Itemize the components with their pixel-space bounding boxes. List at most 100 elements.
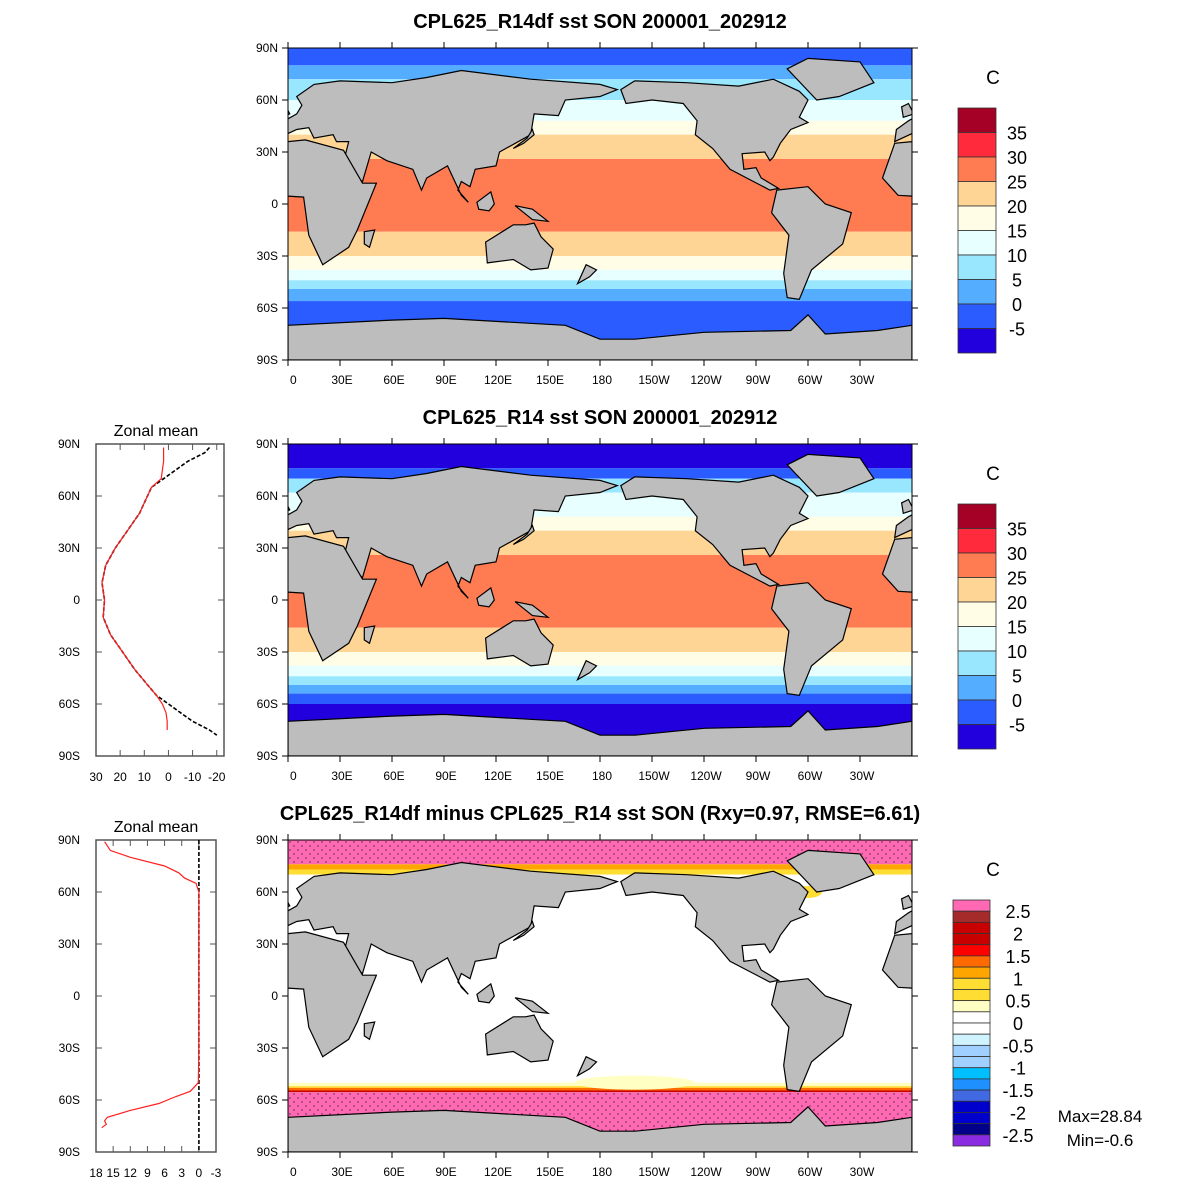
lat-label: 90S xyxy=(59,749,80,763)
zonal-mean-title-1: Zonal mean xyxy=(114,423,199,440)
lat-label: 90N xyxy=(256,41,278,55)
land-greenland xyxy=(163,58,250,100)
value-label: 15 xyxy=(106,1166,120,1180)
colorbar-label: -2.5 xyxy=(1002,1126,1033,1146)
zonal-series-CPL625_R14df xyxy=(101,447,168,730)
lat-label: 60N xyxy=(256,489,278,503)
lon-label: 90E xyxy=(435,373,456,387)
land-madagascar xyxy=(363,229,376,249)
lon-label: 0 xyxy=(290,769,297,783)
land-namerica xyxy=(620,474,810,587)
lon-label: 120W xyxy=(690,373,722,387)
colorbar-label: 0 xyxy=(1012,295,1022,315)
lon-label: 30E xyxy=(331,1165,352,1179)
panel-3-units: C xyxy=(986,860,1000,881)
land-uk xyxy=(900,102,912,119)
colorbar-box xyxy=(952,944,991,957)
panel-3-title: CPL625_R14df minus CPL625_R14 sst SON (R… xyxy=(280,803,920,825)
land-antarctica xyxy=(288,314,912,360)
value-label: 0 xyxy=(165,770,172,784)
lon-label: 60E xyxy=(383,769,404,783)
land-namerica xyxy=(0,79,184,190)
lon-label: 90W xyxy=(746,1165,771,1179)
land-antarctica xyxy=(288,720,289,756)
colorbar-box xyxy=(952,1022,991,1035)
colorbar-box xyxy=(957,156,997,182)
colorbar-label: -1 xyxy=(1010,1059,1026,1079)
colorbar-box xyxy=(957,132,997,158)
land-samerica xyxy=(770,978,853,1092)
land-africa xyxy=(881,932,912,989)
land-africa xyxy=(881,140,912,197)
value-label: 30 xyxy=(89,770,103,784)
lat-label: 60N xyxy=(58,489,80,503)
colorbar-label: 20 xyxy=(1007,593,1027,613)
colorbar-label: -1.5 xyxy=(1002,1081,1033,1101)
colorbar-box xyxy=(952,966,991,979)
lat-label: 30N xyxy=(256,541,278,555)
panel-1-units: C xyxy=(986,68,1000,89)
colorbar-box xyxy=(952,910,991,923)
lon-label: 30W xyxy=(850,769,875,783)
lon-label: 90W xyxy=(746,373,771,387)
sst-contour-band xyxy=(288,1087,912,1091)
lon-label: 180 xyxy=(592,769,612,783)
lat-label: 30S xyxy=(257,645,278,659)
colorbar-box xyxy=(957,528,997,554)
lon-label: 90E xyxy=(435,1165,456,1179)
colorbar-box xyxy=(957,107,997,133)
land-uk xyxy=(900,894,912,911)
colorbar-box xyxy=(957,626,997,652)
lon-label: 150W xyxy=(638,373,670,387)
land-nz xyxy=(576,659,598,682)
zonal-mean-title-2: Zonal mean xyxy=(114,819,199,836)
lat-label: 0 xyxy=(271,593,278,607)
lat-label: 60N xyxy=(58,885,80,899)
value-label: 20 xyxy=(113,770,127,784)
colorbar-label: 5 xyxy=(1012,271,1022,291)
map-panel-1: 90N 60N 30N 0 30S 60S 90S 0 30E 60E 90E 120E 150E 180… xyxy=(0,41,1027,387)
zonal-series-CPL625_R14 xyxy=(101,446,218,736)
land-newguinea xyxy=(514,997,551,1015)
lon-label: 30W xyxy=(850,1165,875,1179)
panel-2-title: CPL625_R14 sst SON 200001_202912 xyxy=(423,407,778,429)
colorbar-label: -5 xyxy=(1009,716,1025,736)
lat-label: 30N xyxy=(58,937,80,951)
value-label: 0 xyxy=(196,1166,203,1180)
colorbar-label: 1 xyxy=(1013,969,1023,989)
colorbar-box xyxy=(957,254,997,280)
land-africa xyxy=(881,536,912,593)
sst-contour-band xyxy=(288,693,912,704)
zonal-mean-plot-1: 90N 60N 30N 0 30S 60S 90S 30 20 10 0 -10 -20 xyxy=(58,437,226,784)
lon-label: 60E xyxy=(383,373,404,387)
lat-label: 0 xyxy=(271,989,278,1003)
map-panel-2: 90N 60N 30N 0 30S 60S 90S 0 30E 60E 90E 120E 150E 180… xyxy=(256,437,1118,783)
colorbar-3: 2.5 21.51 0.50-0.5 -1-1.5-2 -2.5 xyxy=(952,899,1034,1147)
land-australia xyxy=(1110,1015,1178,1062)
lon-label: 30E xyxy=(331,373,352,387)
panel-2-units: C xyxy=(986,464,1000,485)
min-stat: Min=-0.6 xyxy=(1067,1131,1134,1150)
land-greenland xyxy=(786,57,875,101)
lat-label: 90S xyxy=(257,353,278,367)
colorbar-box xyxy=(957,577,997,603)
land-samerica xyxy=(770,186,853,300)
land-greenland xyxy=(786,453,875,497)
colorbar-box xyxy=(957,503,997,529)
lat-label: 60N xyxy=(256,93,278,107)
colorbar-label: -5 xyxy=(1009,320,1025,340)
lat-label: 30N xyxy=(58,541,80,555)
sst-contour-band xyxy=(288,256,912,270)
zonal-series-difference xyxy=(101,841,200,1129)
anomaly-patch xyxy=(574,1075,695,1090)
lon-label: 120E xyxy=(484,373,512,387)
lon-label: 60E xyxy=(383,1165,404,1179)
map-content xyxy=(288,444,1118,756)
land-namerica xyxy=(0,871,184,982)
land-newguinea xyxy=(514,601,551,619)
land-borneo xyxy=(1101,588,1118,607)
sst-contour-band xyxy=(288,684,912,694)
land-nz xyxy=(576,1055,598,1078)
land-borneo xyxy=(1101,984,1118,1003)
